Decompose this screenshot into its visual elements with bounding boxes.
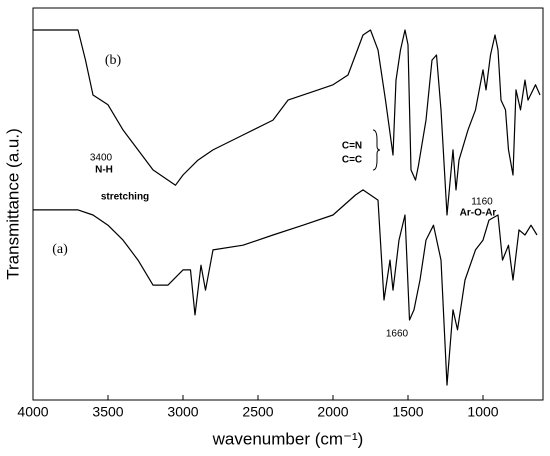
annotation: 1660	[386, 329, 409, 340]
annotation: Ar-O-Ar	[460, 208, 497, 219]
y-axis-label: Transmittance (a.u.)	[3, 128, 22, 279]
annotation: 1160	[471, 197, 493, 208]
annotation: 3400	[90, 153, 113, 164]
x-tick-label: 3000	[167, 404, 198, 420]
x-tick-label: 3500	[92, 404, 123, 420]
x-axis-label: wavenumber (cm⁻¹)	[212, 429, 364, 448]
spectrum-line	[33, 29, 541, 216]
annotation: N-H	[95, 165, 113, 176]
annotation: C=C	[342, 155, 362, 166]
annotation: C=N	[342, 141, 362, 152]
x-tick-label: 4000	[17, 404, 48, 420]
x-tick-label: 1500	[392, 404, 423, 420]
x-tick-label: 2500	[242, 404, 273, 420]
annotation: (b)	[105, 53, 122, 68]
x-tick-label: 2000	[317, 404, 348, 420]
plot-frame	[32, 7, 544, 401]
annotation: (a)	[52, 242, 68, 257]
annotation: stretching	[101, 192, 149, 203]
spectrum-line	[33, 189, 538, 386]
brace	[372, 129, 381, 171]
x-tick-label: 1000	[467, 404, 498, 420]
